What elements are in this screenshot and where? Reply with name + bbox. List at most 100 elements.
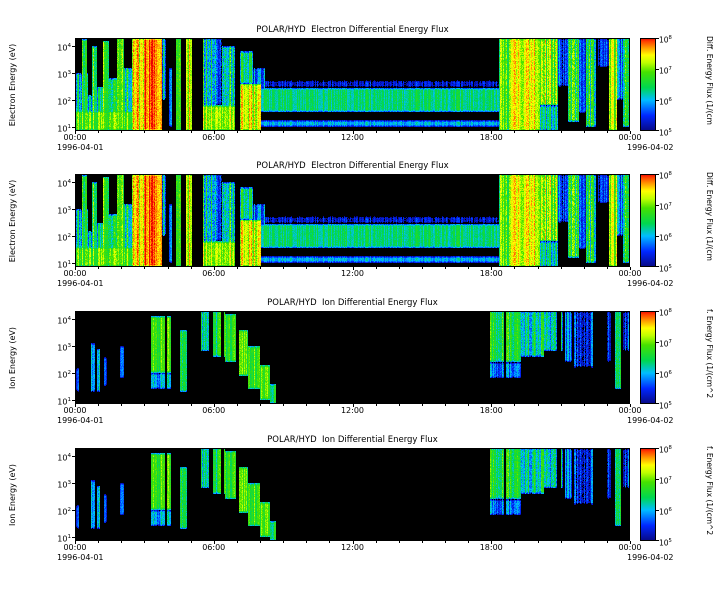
x-minor-tick-mark [237, 267, 238, 269]
y-tick-exp: 4 [67, 43, 71, 49]
colorbar-tick-base: 10 [659, 97, 669, 107]
colorbar-tick-label: 105 [659, 399, 683, 412]
x-minor-tick-mark [121, 541, 122, 543]
x-minor-tick-mark [168, 267, 169, 269]
y-tick-exp: 3 [67, 343, 71, 349]
x-minor-tick-mark [561, 404, 562, 406]
x-minor-tick-mark [260, 131, 261, 133]
colorbar-tick-base: 10 [659, 507, 669, 517]
x-tick-mark [491, 131, 492, 134]
colorbar-axis-label: f. Energy Flux (1/(cm^2 [705, 309, 714, 399]
colorbar-tick-label: 106 [659, 368, 683, 381]
y-tick-mark [72, 483, 75, 484]
colorbar-tick-label: 108 [659, 443, 683, 456]
x-minor-tick-mark [445, 541, 446, 543]
colorbar-tick-exp: 8 [668, 308, 672, 314]
colorbar-tick-base: 10 [659, 66, 669, 76]
colorbar-tick-base: 10 [659, 476, 669, 486]
x-minor-tick-mark [283, 404, 284, 406]
x-minor-tick-mark [561, 541, 562, 543]
y-tick-mark [72, 236, 75, 237]
colorbar-tick-base: 10 [659, 202, 669, 212]
x-minor-tick-mark [514, 267, 515, 269]
colorbar-tick-mark [656, 205, 659, 206]
y-tick-base: 10 [57, 70, 68, 80]
x-minor-tick-mark [168, 404, 169, 406]
colorbar [640, 311, 656, 404]
x-tick-label: 12:00 [340, 406, 365, 415]
x-minor-tick-mark [260, 404, 261, 406]
x-minor-tick-mark [399, 541, 400, 543]
x-minor-tick-mark [98, 131, 99, 133]
x-minor-tick-mark [468, 131, 469, 133]
x-tick-label: 12:00 [340, 543, 365, 552]
colorbar-tick-label: 107 [659, 64, 683, 77]
x-minor-tick-mark [607, 267, 608, 269]
x-minor-tick-mark [98, 267, 99, 269]
x-minor-tick-mark [561, 131, 562, 133]
x-minor-tick-mark [376, 404, 377, 406]
y-tick-base: 10 [57, 206, 68, 216]
x-minor-tick-mark [376, 541, 377, 543]
colorbar-tick-mark [656, 100, 659, 101]
y-tick-mark [72, 373, 75, 374]
end-date-label: 1996-04-02 [627, 143, 674, 152]
x-tick-mark [75, 267, 76, 270]
start-date-label: 1996-04-01 [57, 279, 104, 288]
x-minor-tick-mark [121, 404, 122, 406]
x-minor-tick-mark [584, 131, 585, 133]
y-tick-mark [72, 456, 75, 457]
x-minor-tick-mark [191, 541, 192, 543]
x-tick-mark [491, 404, 492, 407]
colorbar-axis-label: Diff. Energy Flux (1/(cm [705, 36, 714, 125]
y-tick-base: 10 [57, 343, 68, 353]
x-tick-mark [630, 267, 631, 270]
end-date-label: 1996-04-02 [627, 416, 674, 425]
x-minor-tick-mark [260, 267, 261, 269]
colorbar-tick-base: 10 [659, 339, 669, 349]
x-minor-tick-mark [607, 404, 608, 406]
x-minor-tick-mark [191, 267, 192, 269]
x-tick-label: 06:00 [202, 406, 226, 415]
colorbar-tick-exp: 8 [668, 171, 672, 177]
x-tick-mark [630, 404, 631, 407]
y-axis-label: Electron Energy (eV) [8, 43, 17, 126]
x-minor-tick-mark [422, 267, 423, 269]
colorbar-tick-label: 108 [659, 306, 683, 319]
x-tick-label: 00:00 [618, 406, 642, 415]
x-minor-tick-mark [584, 267, 585, 269]
colorbar-tick-label: 108 [659, 169, 683, 182]
spectrogram-canvas [75, 174, 630, 267]
x-tick-label: 00:00 [618, 133, 642, 142]
x-minor-tick-mark [584, 541, 585, 543]
x-tick-label: 06:00 [202, 133, 226, 142]
x-tick-mark [491, 541, 492, 544]
end-date-label: 1996-04-02 [627, 553, 674, 562]
y-tick-exp: 1 [67, 397, 71, 403]
x-tick-label: 18:00 [479, 543, 503, 552]
colorbar-tick-mark [656, 373, 659, 374]
x-minor-tick-mark [538, 267, 539, 269]
y-tick-mark [72, 209, 75, 210]
y-tick-mark [72, 46, 75, 47]
panel-title: POLAR/HYD Ion Differential Energy Flux [267, 298, 438, 308]
y-tick-label: 103 [39, 478, 71, 491]
colorbar-tick-base: 10 [659, 35, 669, 45]
x-minor-tick-mark [468, 404, 469, 406]
x-minor-tick-mark [514, 131, 515, 133]
colorbar-tick-exp: 6 [668, 97, 672, 103]
colorbar-tick-mark [656, 479, 659, 480]
x-minor-tick-mark [144, 541, 145, 543]
colorbar-tick-label: 106 [659, 231, 683, 244]
colorbar-tick-mark [656, 38, 659, 39]
x-tick-label: 00:00 [63, 133, 87, 142]
x-tick-label: 18:00 [479, 269, 503, 278]
x-minor-tick-mark [237, 131, 238, 133]
x-tick-mark [214, 404, 215, 407]
x-tick-mark [214, 541, 215, 544]
x-minor-tick-mark [168, 541, 169, 543]
x-minor-tick-mark [422, 131, 423, 133]
x-tick-label: 06:00 [202, 269, 226, 278]
colorbar-tick-exp: 7 [668, 202, 672, 208]
